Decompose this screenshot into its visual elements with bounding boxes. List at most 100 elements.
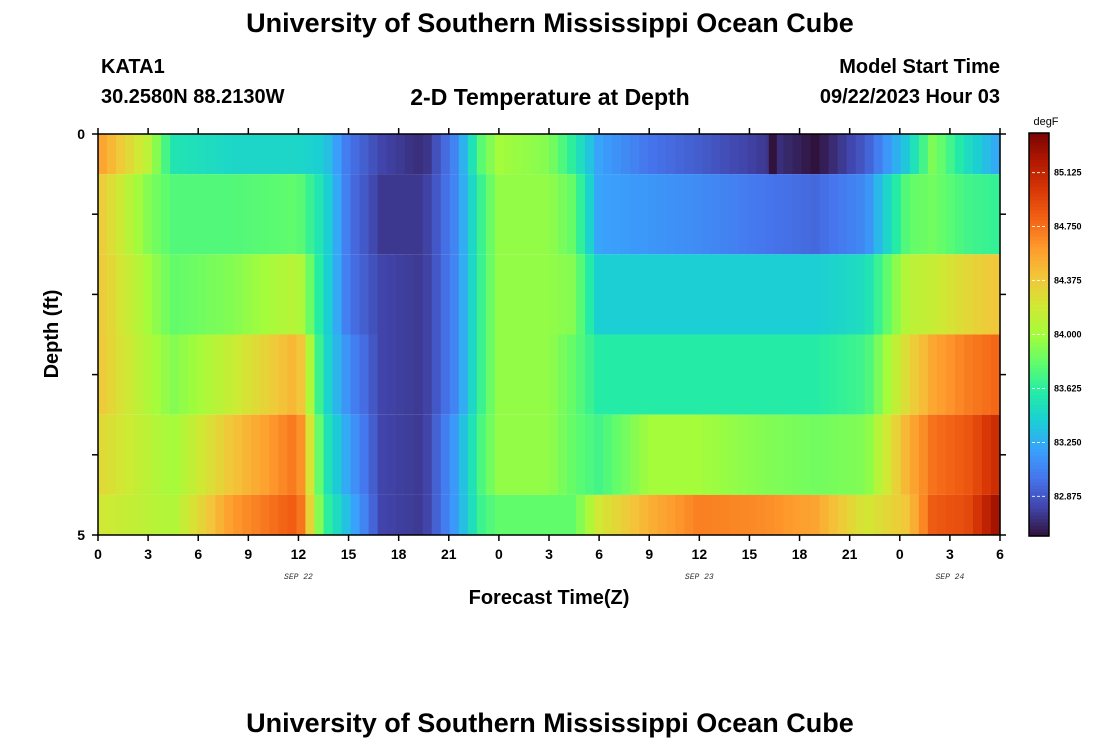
heatmap-cell	[323, 414, 334, 495]
heatmap-cell	[206, 174, 216, 255]
heatmap-cell	[170, 494, 180, 535]
heatmap-cell	[828, 494, 839, 535]
heatmap-cell	[927, 174, 938, 255]
heatmap-cell	[693, 414, 703, 495]
colorbar: degF 85.125 84.750 84.375 84.000 83.625 83.250…	[1028, 116, 1082, 537]
heatmap-cell	[413, 134, 424, 175]
heatmap-cell	[909, 254, 920, 335]
heatmap-cell	[332, 254, 343, 335]
heatmap-cell	[161, 134, 171, 175]
heatmap-cell	[476, 334, 487, 415]
heatmap-cell	[431, 334, 442, 415]
heatmap-cell	[242, 174, 252, 255]
heatmap-cell	[747, 134, 758, 175]
heatmap-cell	[936, 334, 947, 415]
heatmap-cell	[359, 254, 370, 335]
colorbar-swatch	[1029, 401, 1049, 406]
heatmap-cell	[882, 334, 893, 415]
heatmap-cell	[684, 494, 694, 535]
heatmap-cell	[783, 414, 794, 495]
heatmap-cell	[864, 254, 875, 335]
heatmap-cell	[828, 174, 839, 255]
heatmap-cell	[395, 494, 406, 535]
heatmap-cell	[549, 414, 559, 495]
heatmap-cell	[386, 174, 397, 255]
heatmap-cell	[179, 254, 189, 335]
heatmap-cell	[170, 254, 180, 335]
heatmap-cell	[251, 494, 261, 535]
heatmap-cell	[900, 414, 911, 495]
heatmap-cell	[585, 174, 595, 255]
heatmap-cell	[98, 174, 108, 255]
colorbar-swatch	[1029, 515, 1049, 520]
colorbar-swatch	[1029, 230, 1049, 235]
colorbar-swatch	[1029, 321, 1049, 326]
heatmap-cell	[449, 174, 460, 255]
heatmap-cell	[612, 134, 622, 175]
heatmap-cell	[341, 254, 352, 335]
heatmap-cell	[774, 174, 785, 255]
heatmap-cell	[747, 414, 758, 495]
colorbar-swatch	[1029, 200, 1049, 205]
heatmap-cell	[855, 174, 866, 255]
heatmap-cell	[359, 334, 370, 415]
heatmap-cell	[918, 254, 929, 335]
heatmap-cell	[765, 174, 776, 255]
heatmap-cell	[819, 174, 830, 255]
heatmap-cell	[458, 134, 469, 175]
heatmap-cell	[98, 494, 108, 535]
heatmap-cell	[206, 494, 216, 535]
heatmap-cell	[558, 414, 568, 495]
colorbar-frame	[1028, 132, 1050, 537]
colorbar-swatch	[1029, 425, 1049, 430]
heatmap-cell	[927, 334, 938, 415]
heatmap-cell	[810, 134, 821, 175]
heatmap-cell	[170, 174, 180, 255]
heatmap-cell	[539, 334, 550, 415]
heatmap-cell	[278, 414, 289, 495]
heatmap-cell	[585, 254, 595, 335]
heatmap-cell	[792, 254, 803, 335]
colorbar-swatch	[1029, 206, 1049, 211]
colorbar-swatch	[1029, 405, 1049, 409]
heatmap-cell	[954, 334, 965, 415]
heatmap-cell	[260, 134, 270, 175]
heatmap-cell	[576, 334, 586, 415]
heatmap-cell	[819, 134, 830, 175]
heatmap-cell	[711, 414, 721, 495]
heatmap-cell	[107, 414, 117, 495]
heatmap-cell	[440, 494, 451, 535]
heatmap-cell	[981, 174, 992, 255]
heatmap-cell	[125, 134, 135, 175]
heatmap-cell	[314, 134, 325, 175]
heatmap-cell	[107, 174, 117, 255]
heatmap-cell	[431, 254, 442, 335]
heatmap-cell	[774, 494, 785, 535]
heatmap-cell	[503, 134, 514, 175]
heatmap-cell	[386, 134, 397, 175]
heatmap-cell	[891, 134, 902, 175]
heatmap-cell	[152, 414, 162, 495]
heatmap-cell	[819, 254, 830, 335]
heatmap-cell	[828, 254, 839, 335]
heatmap-cell	[585, 334, 595, 415]
heatmap-cell	[467, 134, 478, 175]
heatmap-cell	[251, 414, 261, 495]
heatmap-cell	[549, 134, 559, 175]
heatmap-cell	[567, 334, 577, 415]
heatmap-cell	[287, 254, 298, 335]
heatmap-cell	[648, 494, 658, 535]
heatmap-cell	[287, 334, 298, 415]
heatmap-cell	[648, 254, 658, 335]
heatmap-cell	[422, 134, 433, 175]
x-date-label: SEP 23	[685, 573, 714, 582]
heatmap-cell	[801, 254, 812, 335]
colorbar-swatch	[1029, 257, 1049, 262]
heatmap-cell	[125, 414, 135, 495]
heatmap-cell	[711, 254, 721, 335]
heatmap-cell	[377, 494, 388, 535]
heatmap-cell	[260, 254, 270, 335]
chart-subtitle: 2-D Temperature at Depth	[410, 84, 690, 110]
heatmap-cell	[891, 174, 902, 255]
x-tick-label: 18	[391, 546, 407, 562]
